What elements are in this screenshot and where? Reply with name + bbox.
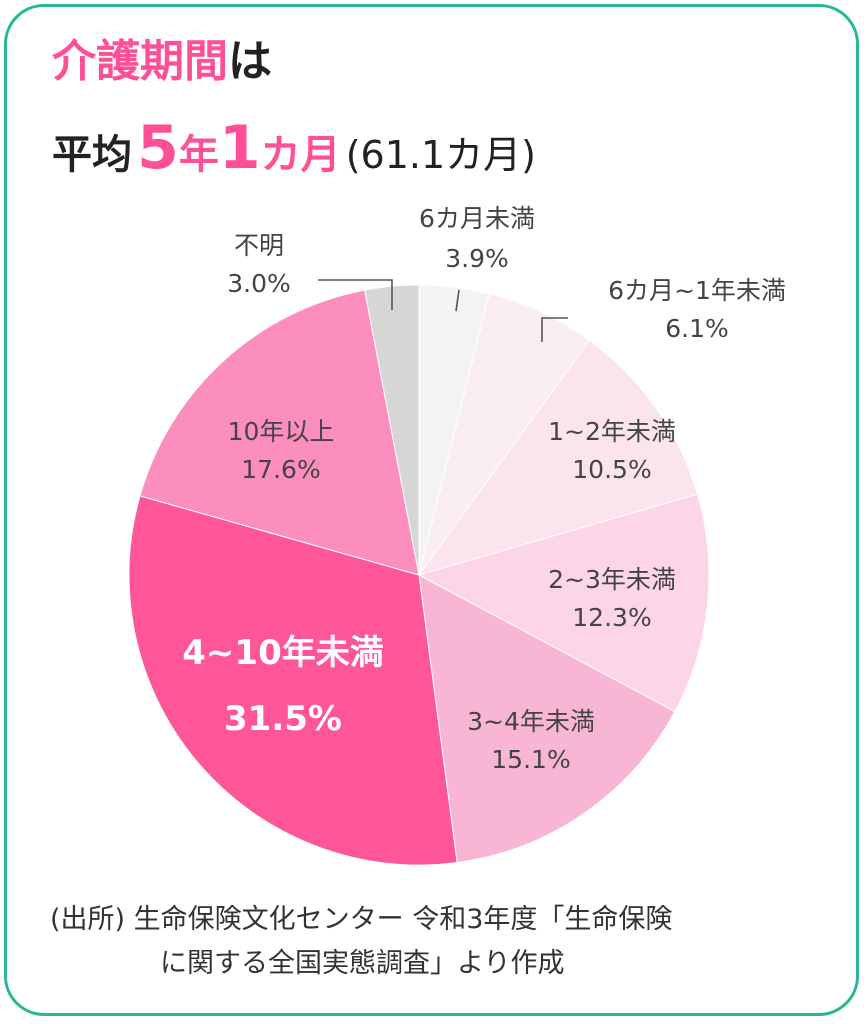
pie-slice-3-4年未満: [418, 574, 676, 864]
slice-label-1-2年未満: 1~2年未満: [548, 417, 676, 446]
slice-value-4-10年未満: 31.5%: [224, 699, 342, 739]
title-suffix: は: [228, 36, 272, 87]
title-highlight: 介護期間: [52, 36, 228, 87]
title-line-1: 介護期間は: [52, 40, 272, 84]
average-months-total: (61.1カ月): [345, 133, 536, 177]
slice-value-不明: 3.0%: [227, 269, 291, 298]
leader-line-6カ月-1年未満: [541, 317, 568, 342]
source-line-1: (出所) 生命保険文化センター 令和3年度「生命保険: [50, 904, 673, 935]
slice-value-3-4年未満: 15.1%: [491, 745, 570, 774]
slice-label-6カ月-1年未満: 6カ月~1年未満: [608, 276, 786, 305]
slice-label-2-3年未満: 2~3年未満: [548, 565, 676, 594]
average-months: 1: [218, 113, 261, 183]
slice-value-10年以上: 17.6%: [241, 455, 320, 484]
title-line-2: 平均 5年1カ月 (61.1カ月): [52, 118, 536, 178]
year-unit: 年: [178, 132, 219, 178]
pie-slice-1-2年未満: [417, 339, 699, 576]
slice-value-6カ月-1年未満: 6.1%: [665, 314, 729, 343]
leader-line-6カ月未満: [455, 289, 460, 312]
slice-label-4-10年未満: 4~10年未満: [182, 633, 383, 673]
slice-label-10年以上: 10年以上: [228, 417, 335, 446]
pie-slice-2-3年未満: [417, 493, 710, 713]
average-years: 5: [137, 113, 179, 183]
average-label: 平均: [52, 132, 132, 178]
slice-value-6カ月未満: 3.9%: [445, 244, 509, 273]
slice-value-1-2年未満: 10.5%: [572, 455, 651, 484]
source-line-2: に関する全国実態調査」より作成: [160, 948, 565, 979]
pie-slice-10年以上: [139, 289, 420, 576]
pie-slice-4-10年未満: [128, 495, 458, 866]
slice-label-3-4年未満: 3~4年未満: [467, 707, 595, 736]
slice-label-6カ月未満: 6カ月未満: [419, 204, 535, 233]
slice-label-不明: 不明: [234, 231, 284, 260]
source-note: (出所) 生命保険文化センター 令和3年度「生命保険 に関する全国実態調査」より…: [50, 898, 672, 986]
leader-line-不明: [318, 279, 393, 310]
slice-value-2-3年未満: 12.3%: [572, 603, 651, 632]
month-unit: カ月: [260, 132, 341, 178]
